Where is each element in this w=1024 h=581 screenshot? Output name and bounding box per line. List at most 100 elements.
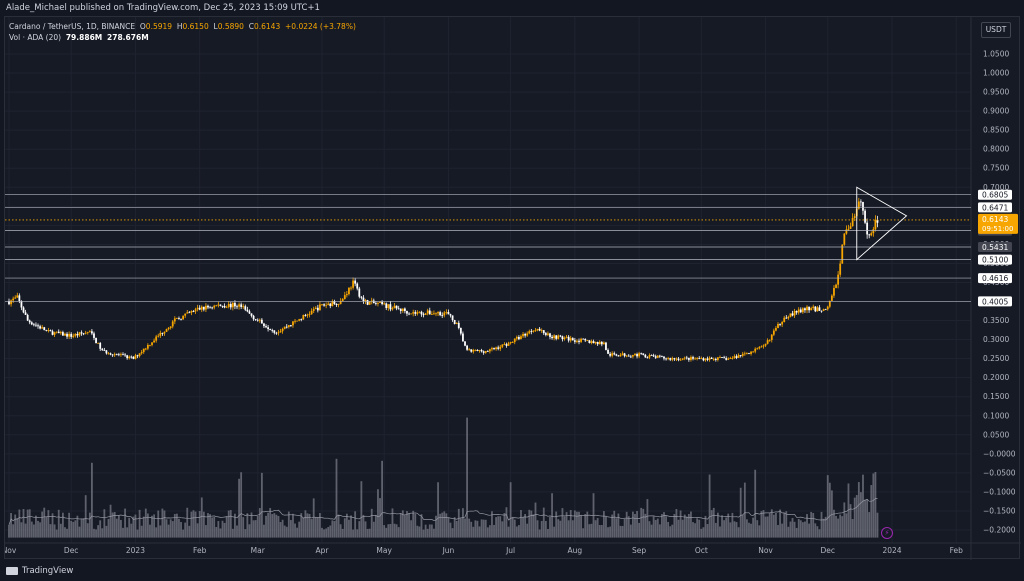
candle-body — [86, 332, 89, 334]
candle-body — [596, 342, 599, 345]
candle-body — [801, 308, 804, 313]
candle-body — [319, 304, 321, 311]
volume-bar — [862, 474, 864, 538]
volume-bar — [227, 510, 230, 538]
candle-body — [667, 358, 670, 359]
volume-bar — [435, 515, 437, 538]
candle-body — [292, 321, 294, 326]
volume-bar — [617, 513, 620, 538]
volume-bar — [725, 517, 728, 538]
tradingview-logo[interactable]: TradingView — [6, 566, 73, 576]
volume-bar — [511, 516, 514, 538]
candle-body — [721, 357, 723, 358]
volume-bar — [472, 526, 475, 538]
candle-body — [10, 300, 12, 305]
candle-body — [248, 311, 251, 314]
volume-bar — [468, 518, 471, 538]
volume-bar — [518, 525, 520, 538]
currency-button[interactable]: USDT — [981, 22, 1011, 38]
symbol-label[interactable]: Cardano / TetherUS, 1D, BINANCE — [9, 22, 136, 31]
volume-bar — [289, 520, 292, 538]
volume-bar — [231, 528, 234, 538]
volume-bar — [690, 511, 692, 538]
candle-body — [207, 305, 209, 308]
volume-bar — [277, 516, 280, 538]
chart-frame[interactable]: Nov Dec 2023 Feb Mar Apr May Jun Jul Aug Sep Oct Nov… — [4, 16, 1021, 560]
candle-body — [607, 349, 609, 354]
volume-bar — [721, 515, 723, 538]
candle-body — [221, 305, 224, 307]
volume-bar — [824, 516, 827, 538]
volume-bar — [372, 521, 375, 538]
volume-bar — [493, 524, 495, 538]
header-bar — [0, 0, 1024, 16]
candle-body — [209, 307, 211, 309]
lightning-icon[interactable]: ⚡ — [881, 527, 893, 539]
volume-bar — [853, 497, 856, 538]
candle-body — [399, 308, 402, 312]
volume-bar — [198, 511, 201, 538]
volume-bar — [791, 517, 794, 538]
candle-body — [428, 310, 431, 315]
volume-bar — [820, 511, 823, 538]
volume-bar — [111, 512, 114, 538]
volume-bar — [665, 516, 667, 538]
candle-body — [462, 333, 464, 342]
volume-bar — [652, 516, 655, 538]
candle-body — [202, 306, 205, 310]
volume-bar — [694, 523, 696, 538]
candle-body — [250, 313, 253, 316]
candle-body — [876, 219, 879, 223]
volume-indicator-label[interactable]: Vol · ADA (20) — [9, 33, 62, 42]
volume-bar — [362, 514, 365, 538]
candle-body — [619, 354, 622, 357]
volume-bar — [74, 520, 77, 538]
level-price-tag — [978, 202, 1012, 213]
level-price-label: 0.5431 — [982, 243, 1008, 252]
high-label: H — [176, 22, 183, 31]
volume-bar — [401, 510, 404, 538]
volume-bar — [501, 521, 504, 538]
volume-bar — [186, 507, 189, 538]
candle-body — [113, 354, 116, 356]
candle-body — [196, 307, 199, 310]
candle-body — [704, 358, 707, 361]
candle-body — [752, 351, 755, 353]
candle-body — [787, 316, 790, 319]
volume-bar — [437, 482, 439, 538]
volume-bar — [586, 511, 589, 538]
candle-body — [430, 314, 433, 315]
x-tick-label: Oct — [695, 546, 708, 555]
candle-body — [582, 338, 585, 340]
current-price-tag — [978, 213, 1018, 234]
tradingview-logo-icon — [6, 566, 18, 575]
open-label: O — [139, 22, 146, 31]
candle-body — [155, 336, 158, 341]
volume-bar — [602, 511, 605, 538]
volume-bar — [213, 516, 216, 538]
candle-body — [32, 324, 35, 326]
volume-bar — [26, 509, 29, 538]
price-chart[interactable]: Nov Dec 2023 Feb Mar Apr May Jun Jul Aug Sep Oct Nov… — [5, 17, 1021, 560]
candle-body — [559, 335, 562, 337]
candle-body — [839, 263, 842, 275]
y-tick-label: 0.9500 — [983, 88, 1009, 97]
volume-bar — [350, 515, 352, 538]
candle-body — [345, 294, 348, 296]
volume-bar — [306, 513, 309, 538]
candle-body — [167, 327, 170, 330]
candle-body — [799, 309, 802, 313]
volume-bar — [687, 513, 690, 538]
candle-body — [273, 330, 276, 333]
candle-body — [91, 331, 93, 334]
candle-body — [824, 309, 827, 311]
volume-bar — [638, 522, 641, 538]
candle-body — [39, 326, 41, 329]
volume-bar — [209, 514, 211, 538]
volume-bar — [32, 524, 35, 538]
volume-bar — [391, 508, 394, 538]
volume-bar — [157, 510, 160, 538]
candle-body — [136, 355, 139, 357]
candle-body — [149, 344, 151, 346]
volume-bar — [748, 522, 750, 538]
